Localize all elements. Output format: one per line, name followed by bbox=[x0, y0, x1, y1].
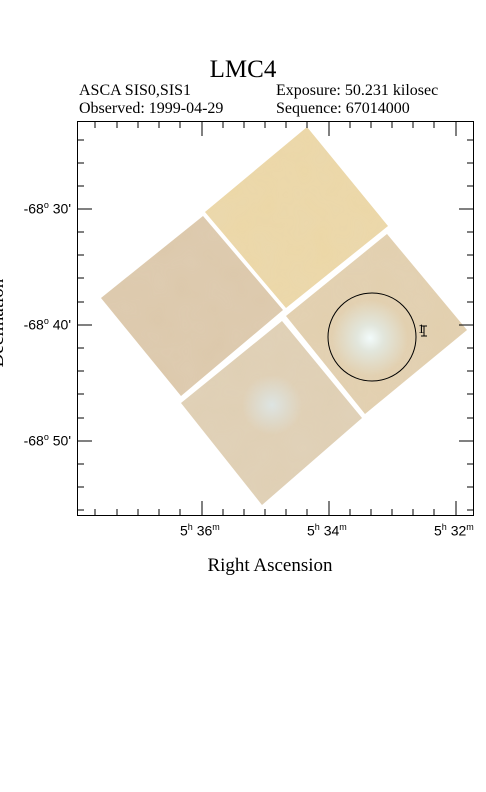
mission-label: ASCA SIS0,SIS1 bbox=[79, 82, 192, 99]
source-region-circle bbox=[327, 292, 417, 382]
y-axis-label: Declination bbox=[0, 278, 8, 368]
source-label: 1 bbox=[418, 321, 425, 336]
ra-minor-ticks bbox=[94, 122, 435, 515]
dec-tick-label: -68o 50' bbox=[23, 432, 71, 449]
dec-major-ticks bbox=[78, 208, 473, 442]
x-axis-label: Right Ascension bbox=[207, 555, 333, 576]
ra-tick-label: 5h 36m bbox=[180, 522, 220, 539]
source-marker bbox=[421, 325, 427, 337]
observed-date: Observed: 1999-04-29 bbox=[79, 100, 224, 117]
dec-tick-label: -68o 30' bbox=[23, 200, 71, 217]
detector-chips bbox=[101, 127, 467, 505]
sequence-label: Sequence: 67014000 bbox=[276, 100, 410, 117]
dec-minor-ticks bbox=[78, 139, 473, 511]
ra-tick-label: 5h 34m bbox=[307, 522, 347, 539]
plot-title: LMC4 bbox=[209, 56, 277, 83]
dec-tick-label: -68o 40' bbox=[23, 316, 71, 333]
ra-tick-label: 5h 32m bbox=[434, 522, 474, 539]
exposure-label: Exposure: 50.231 kilosec bbox=[276, 82, 439, 99]
ra-major-ticks bbox=[201, 122, 457, 515]
plot-frame bbox=[77, 121, 474, 516]
